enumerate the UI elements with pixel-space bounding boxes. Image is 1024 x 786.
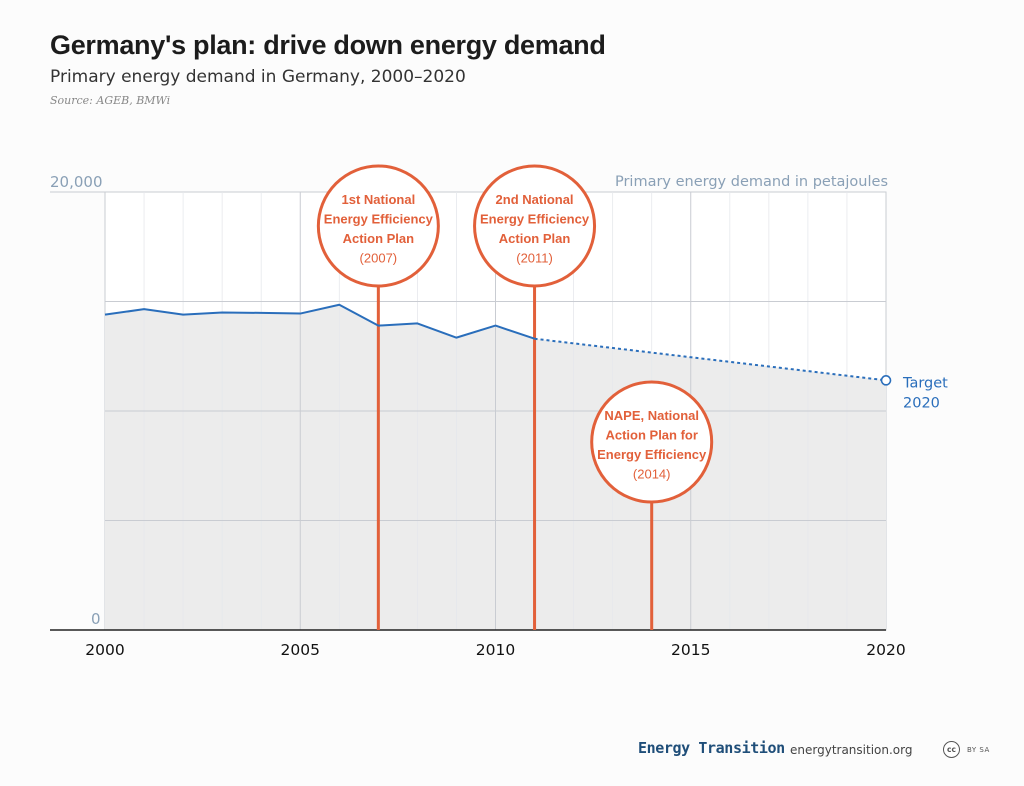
target-label-year: 2020	[903, 395, 940, 411]
milestone-circle	[316, 164, 440, 288]
target-marker	[880, 375, 892, 386]
source-note: Source: AGEB, BMWi	[50, 94, 171, 107]
demand-line-projection	[534, 337, 887, 382]
y-axis-label: Primary energy demand in petajoules	[615, 174, 888, 190]
x-tick-label: 2010	[476, 641, 515, 659]
milestone-year-label: (2011)	[516, 251, 553, 266]
milestone-label: Energy Efficiency	[324, 212, 434, 227]
license-text: BY SA	[967, 745, 990, 754]
milestone-circle	[590, 380, 714, 504]
x-tick-label: 2000	[85, 641, 124, 659]
milestone-label: Energy Efficiency	[597, 447, 707, 462]
chart-subtitle: Primary energy demand in Germany, 2000–2…	[50, 67, 466, 87]
y-tick-label: 20,000	[50, 173, 103, 191]
x-tick-label: 2005	[281, 641, 320, 659]
milestone-label: Action Plan for	[605, 428, 697, 443]
license-badge: cc BY SA	[943, 741, 990, 758]
cc-license-icon: cc	[943, 741, 960, 758]
milestone-label: Action Plan	[343, 231, 415, 246]
milestone-label: 2nd National	[496, 192, 574, 207]
milestone-label: 1st National	[342, 192, 416, 207]
x-tick-label: 2020	[866, 641, 905, 659]
y-tick-label: 0	[91, 610, 101, 628]
milestone-label: Action Plan	[499, 231, 571, 246]
milestone-circle	[473, 164, 597, 288]
footer-url[interactable]: energytransition.org	[790, 743, 913, 757]
milestone-year-label: (2014)	[633, 467, 671, 482]
target-label: Target	[902, 375, 948, 391]
milestone-label: NAPE, National	[604, 408, 699, 423]
footer-brand-logo: Energy Transition	[638, 739, 785, 757]
milestone-year-label: (2007)	[360, 251, 398, 266]
chart-title: Germany's plan: drive down energy demand	[50, 30, 606, 60]
x-tick-label: 2015	[671, 641, 710, 659]
milestone-label: Energy Efficiency	[480, 212, 590, 227]
demand-line-historic	[104, 303, 535, 340]
